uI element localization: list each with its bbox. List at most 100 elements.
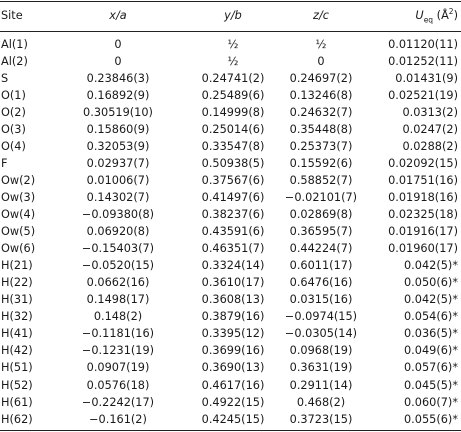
cell-site: F	[1, 156, 8, 170]
table-row: O(3) 0.15860(9) 0.25014(6) 0.35448(8) 0.0247…	[0, 121, 461, 138]
header-ueq-unit: (Å	[436, 9, 449, 22]
cell-ueq: 0.01252(11)	[388, 54, 458, 68]
cell-site: Al(2)	[1, 54, 28, 68]
cell-ueq: 0.049(6)*	[404, 344, 458, 358]
header-site: Site	[1, 9, 23, 22]
cell-ueq: 0.0288(2)	[402, 139, 458, 153]
cell-y: 0.3879(16)	[201, 310, 265, 324]
header-ueq-subscript: eq	[423, 15, 434, 25]
cell-ueq: 0.02092(15)	[388, 156, 458, 170]
cell-x: 0.02937(7)	[86, 156, 150, 170]
table-row: Al(1) 0 ½ ½ 0.01120(11)	[0, 36, 461, 53]
cell-x: 0.30519(10)	[83, 105, 153, 119]
cell-y: 0.37567(6)	[201, 173, 265, 187]
cell-site: H(21)	[1, 259, 33, 273]
table-row: H(61) −0.2242(17) 0.4922(15) 0.468(2) 0.060(…	[0, 394, 461, 411]
cell-site: Al(1)	[1, 37, 28, 51]
cell-y: 0.50938(5)	[201, 156, 265, 170]
cell-site: Ow(5)	[1, 225, 36, 239]
table-row: H(22) 0.0662(16) 0.3610(17) 0.6476(16) 0.050…	[0, 274, 461, 291]
cell-x: −0.161(2)	[89, 412, 147, 426]
cell-x: 0.23846(3)	[86, 71, 150, 85]
cell-z: 0.35448(8)	[289, 122, 353, 136]
cell-ueq: 0.01431(9)	[395, 71, 458, 85]
cell-z: 0.0315(16)	[289, 293, 353, 307]
cell-x: 0.148(2)	[93, 310, 143, 324]
table-row: Al(2) 0 ½ 0 0.01252(11)	[0, 53, 461, 70]
table-row: O(1) 0.16892(9) 0.25489(6) 0.13246(8) 0.0252…	[0, 87, 461, 104]
cell-x: 0.1498(17)	[86, 293, 150, 307]
cell-y: 0.3395(12)	[201, 327, 265, 341]
cell-ueq: 0.057(6)*	[404, 361, 458, 375]
cell-ueq: 0.0313(2)	[402, 105, 458, 119]
cell-y: 0.43591(6)	[201, 225, 265, 239]
cell-ueq: 0.02521(19)	[388, 88, 458, 102]
cell-z: 0.13246(8)	[289, 88, 353, 102]
cell-z: 0.0968(19)	[289, 344, 353, 358]
header-y: y/b	[224, 9, 242, 22]
cell-site: H(52)	[1, 378, 33, 392]
table-row: S 0.23846(3) 0.24741(2) 0.24697(2) 0.01431(9…	[0, 70, 461, 87]
cell-site: H(32)	[1, 310, 33, 324]
table-row: H(51) 0.0907(19) 0.3690(13) 0.3631(19) 0.057…	[0, 359, 461, 376]
cell-z: 0.2911(14)	[289, 378, 353, 392]
cell-site: H(62)	[1, 412, 33, 426]
cell-y: 0.33547(8)	[201, 139, 265, 153]
cell-x: 0.01006(7)	[86, 173, 150, 187]
cell-site: H(61)	[1, 395, 33, 409]
cell-y: 0.3324(14)	[201, 259, 265, 273]
cell-site: H(41)	[1, 327, 33, 341]
cell-ueq: 0.054(6)*	[404, 310, 458, 324]
table-row: H(42) −0.1231(19) 0.3699(16) 0.0968(19) 0.04…	[0, 342, 461, 359]
table-row: Ow(5) 0.06920(8) 0.43591(6) 0.36595(7) 0.019…	[0, 223, 461, 240]
cell-z: 0.15592(6)	[289, 156, 353, 170]
cell-z: 0.24632(7)	[289, 105, 353, 119]
table-row: H(21) −0.0520(15) 0.3324(14) 0.6011(17) 0.04…	[0, 257, 461, 274]
table-row: H(41) −0.1181(16) 0.3395(12) −0.0305(14) 0.0…	[0, 325, 461, 342]
cell-z: 0.36595(7)	[289, 225, 353, 239]
cell-z: 0.6011(17)	[289, 259, 353, 273]
table-row: H(52) 0.0576(18) 0.4617(16) 0.2911(14) 0.045…	[0, 377, 461, 394]
cell-site: Ow(6)	[1, 242, 36, 256]
cell-x: 0.0662(16)	[86, 276, 150, 290]
cell-site: H(22)	[1, 276, 33, 290]
cell-y: 0.3699(16)	[201, 344, 265, 358]
cell-ueq: 0.042(5)*	[404, 293, 458, 307]
header-ueq-symbol: U	[415, 9, 424, 22]
table-row: H(32) 0.148(2) 0.3879(16) −0.0974(15) 0.054(…	[0, 308, 461, 325]
cell-z: 0.02869(8)	[289, 208, 353, 221]
cell-ueq: 0.036(5)*	[404, 327, 458, 341]
cell-z: 0.3723(15)	[289, 412, 353, 426]
cell-y: 0.46351(7)	[201, 242, 265, 256]
cell-ueq: 0.01960(17)	[388, 242, 458, 256]
cell-ueq: 0.01751(16)	[388, 173, 458, 187]
cell-y: 0.41497(6)	[201, 190, 265, 204]
cell-y: 0.14999(8)	[201, 105, 265, 119]
table-row: Ow(6) −0.15403(7) 0.46351(7) 0.44224(7) 0.01…	[0, 240, 461, 257]
table-row: Ow(3) 0.14302(7) 0.41497(6) −0.02101(7) 0.01…	[0, 189, 461, 206]
cell-y: 0.3610(17)	[201, 276, 265, 290]
table-row: F 0.02937(7) 0.50938(5) 0.15592(6) 0.02092(1…	[0, 155, 461, 172]
cell-y: 0.3608(13)	[201, 293, 265, 307]
cell-site: H(42)	[1, 344, 33, 358]
cell-x: −0.2242(17)	[81, 395, 155, 409]
cell-x: 0	[114, 37, 122, 51]
table-row: H(62) −0.161(2) 0.4245(15) 0.3723(15) 0.055(…	[0, 411, 461, 428]
cell-z: 0.6476(16)	[289, 276, 353, 290]
cell-z: −0.02101(7)	[284, 190, 358, 204]
cell-y: 0.3690(13)	[201, 361, 265, 375]
cell-z: 0	[317, 54, 325, 68]
cell-y: 0.4922(15)	[201, 395, 265, 409]
bottom-rule	[0, 430, 461, 431]
table-row: H(31) 0.1498(17) 0.3608(13) 0.0315(16) 0.042…	[0, 291, 461, 308]
cell-site: O(2)	[1, 105, 26, 119]
cell-x: 0.0907(19)	[86, 361, 150, 375]
cell-y: 0.25014(6)	[201, 122, 265, 136]
cell-site: Ow(3)	[1, 190, 36, 204]
cell-y: ½	[227, 37, 239, 51]
cell-site: O(3)	[1, 122, 26, 136]
cell-y: 0.24741(2)	[201, 71, 265, 85]
table-row: O(4) 0.32053(9) 0.33547(8) 0.25373(7) 0.0288…	[0, 138, 461, 155]
table-row: O(2) 0.30519(10) 0.14999(8) 0.24632(7) 0.031…	[0, 104, 461, 121]
cell-z: 0.468(2)	[296, 395, 346, 409]
